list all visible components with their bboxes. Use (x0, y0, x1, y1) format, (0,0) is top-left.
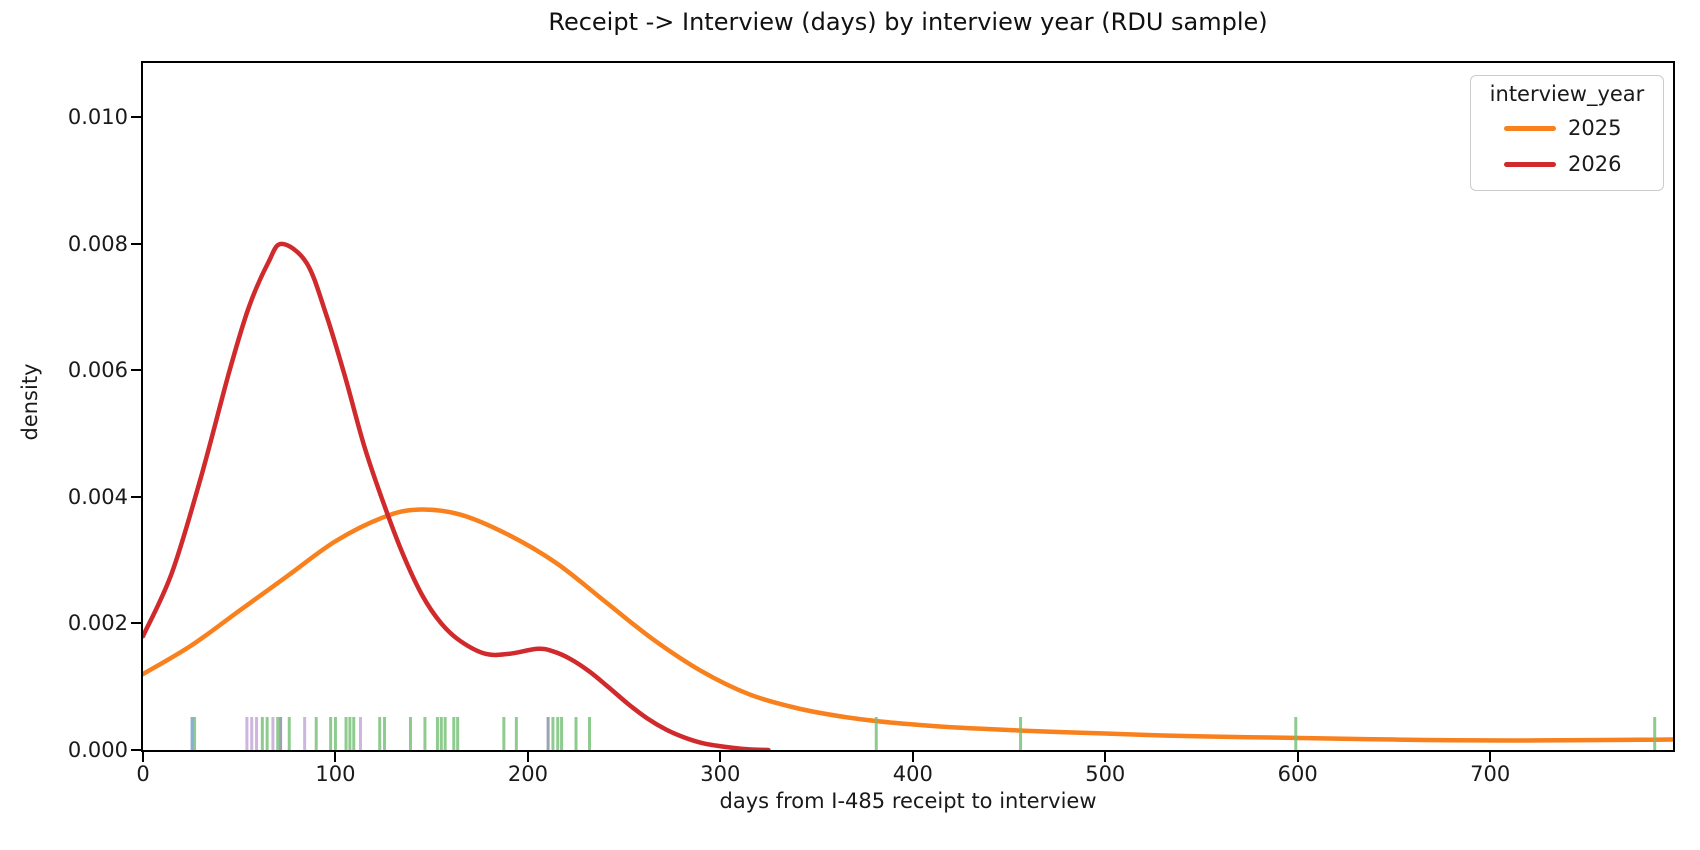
legend-item-label: 2026 (1568, 152, 1622, 176)
legend-line-swatch (1504, 161, 1556, 167)
y-tick-mark (131, 622, 141, 625)
chart-title: Receipt -> Interview (days) by interview… (548, 8, 1268, 36)
x-tick-mark (1104, 752, 1107, 762)
x-tick-mark (526, 752, 529, 762)
y-tick-mark (131, 495, 141, 498)
x-tick-label: 500 (1085, 762, 1126, 786)
x-tick-mark (142, 752, 144, 762)
x-tick-mark (334, 752, 337, 762)
legend-item-2025: 2025 (1471, 110, 1663, 146)
x-tick-label: 700 (1470, 762, 1511, 786)
x-tick-label: 600 (1277, 762, 1318, 786)
y-tick-label: 0.010 (67, 105, 128, 130)
y-tick-mark (131, 242, 141, 245)
x-tick-mark (1296, 752, 1299, 762)
x-axis-label: days from I-485 receipt to interview (719, 789, 1097, 813)
kde-line-2025 (143, 507, 1673, 743)
y-tick-label: 0.008 (67, 231, 128, 256)
x-tick-mark (911, 752, 914, 762)
y-tick-mark (131, 116, 141, 119)
x-tick-label: 400 (892, 762, 933, 786)
x-tick-label: 300 (700, 762, 741, 786)
legend-items: 2025 2026 (1471, 110, 1663, 182)
y-tick-label: 0.006 (67, 358, 128, 383)
y-tick-label: 0.002 (67, 611, 128, 636)
legend-title: interview_year (1489, 82, 1645, 106)
legend-item-label: 2025 (1568, 116, 1622, 140)
y-tick-mark (131, 369, 141, 372)
y-tick-label: 0.000 (67, 738, 128, 762)
kde-line-2026 (143, 241, 771, 750)
x-tick-label: 200 (507, 762, 548, 786)
y-tick-mark (131, 749, 141, 751)
x-tick-label: 100 (315, 762, 356, 786)
legend: interview_year 2025 2026 (1470, 75, 1664, 191)
x-tick-mark (719, 752, 722, 762)
legend-line-swatch (1504, 125, 1556, 131)
plot-area (141, 61, 1675, 752)
x-tick-mark (1489, 752, 1492, 762)
kde-plot-canvas (143, 241, 1673, 750)
x-tick-label: 0 (136, 762, 150, 786)
y-tick-label: 0.004 (67, 484, 128, 509)
legend-item-2026: 2026 (1471, 146, 1663, 182)
